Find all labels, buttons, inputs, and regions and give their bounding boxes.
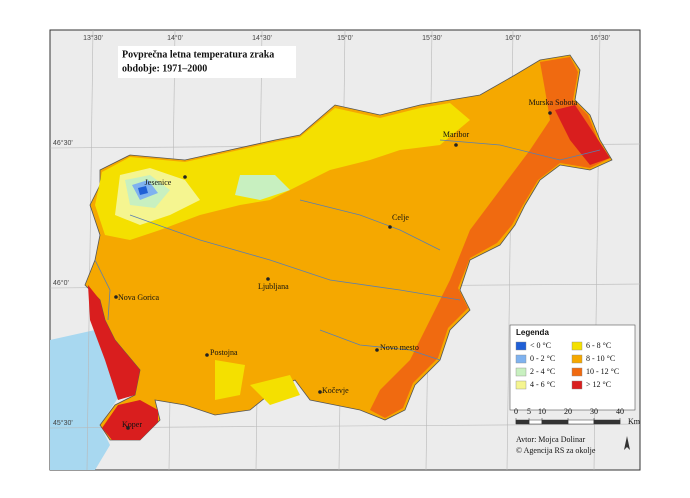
legend-swatch	[571, 367, 583, 377]
north-arrow	[624, 436, 630, 450]
credit: Avtor: Mojca Dolinar	[516, 435, 586, 444]
legend-swatch	[515, 380, 527, 390]
scale-label: 40	[616, 407, 624, 416]
scale-label: 5	[527, 407, 531, 416]
city-dot	[318, 390, 322, 394]
red-zone	[88, 285, 158, 440]
map-title: obdobje: 1971–2000	[122, 63, 207, 74]
city-dot	[266, 277, 270, 281]
city-label: Jesenice	[145, 178, 172, 187]
red-zone	[555, 105, 610, 165]
legend-label: > 12 °C	[586, 380, 611, 389]
legend-box	[509, 324, 636, 411]
graticule-label: 15°0'	[337, 34, 353, 42]
scale-segment	[567, 419, 595, 425]
city-dot	[114, 295, 118, 299]
city-label: Nova Gorica	[118, 293, 160, 302]
meridian	[86, 29, 94, 471]
city-label: Postojna	[210, 348, 238, 357]
city-label: Koper	[122, 420, 142, 429]
legend-swatch	[571, 380, 583, 390]
city-label: Maribor	[443, 130, 470, 139]
blue-zone	[138, 186, 148, 195]
legend-swatch	[571, 354, 583, 364]
legend-swatch	[515, 367, 527, 377]
scale-segment	[528, 419, 543, 425]
city-dot	[183, 175, 187, 179]
city-label: Novo mesto	[380, 343, 419, 352]
yellow-zone	[95, 103, 470, 240]
city-dot	[126, 426, 130, 430]
green-zone	[235, 175, 290, 200]
yellow-zone	[215, 360, 300, 405]
legend-title: Legenda	[516, 328, 549, 337]
city-dot	[388, 225, 392, 229]
legend-label: 10 - 12 °C	[586, 367, 619, 376]
legend-swatch	[515, 354, 527, 364]
map-title: Povprečna letna temperatura zraka	[122, 49, 274, 60]
scale-segment	[541, 419, 569, 425]
scale-label: 30	[590, 407, 598, 416]
scale-segment	[515, 419, 530, 425]
graticule-label: 14°30'	[252, 34, 272, 42]
scale-segment	[593, 419, 621, 425]
orange-zone	[370, 57, 610, 418]
scale-label: 0	[514, 407, 518, 416]
graticule-label: 16°30'	[590, 34, 610, 42]
city-dot	[454, 143, 458, 147]
graticule-label: 45°30'	[53, 419, 73, 427]
graticule-label: 14°0'	[167, 34, 183, 42]
scale-label: 20	[564, 407, 572, 416]
title-box	[118, 46, 296, 78]
legend-label: 4 - 6 °C	[530, 380, 555, 389]
scale-label: 10	[538, 407, 546, 416]
legend-label: 8 - 10 °C	[586, 354, 615, 363]
legend-label: 6 - 8 °C	[586, 341, 611, 350]
city-label: Kočevje	[322, 386, 349, 395]
city-label: Ljubljana	[258, 282, 289, 291]
city-dot	[375, 348, 379, 352]
legend-swatch	[571, 341, 583, 351]
city-dot	[548, 111, 552, 115]
graticule-label: 13°30'	[83, 34, 103, 42]
rivers	[94, 139, 601, 361]
graticule-label: 16°0'	[505, 34, 521, 42]
graticule-label: 46°30'	[53, 139, 73, 147]
graticule-label: 15°30'	[422, 34, 442, 42]
legend-label: 2 - 4 °C	[530, 367, 555, 376]
legend-swatch	[515, 341, 527, 351]
city-label: Celje	[392, 213, 409, 222]
credit: © Agencija RS za okolje	[516, 446, 596, 455]
city-dot	[205, 353, 209, 357]
scale-unit: Km	[628, 417, 641, 426]
graticule-label: 46°0'	[53, 279, 69, 287]
sea	[50, 330, 120, 470]
legend-label: 0 - 2 °C	[530, 354, 555, 363]
city-label: Murska Sobota	[529, 98, 578, 107]
legend-label: < 0 °C	[530, 341, 551, 350]
